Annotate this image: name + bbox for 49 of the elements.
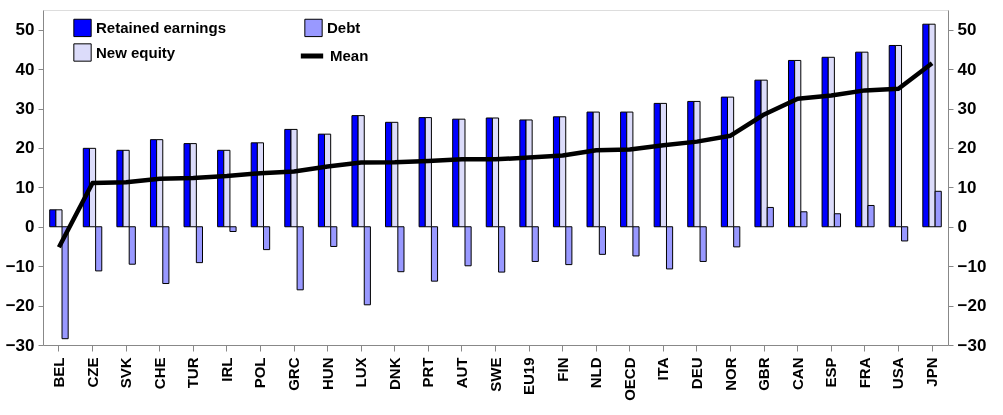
x-tick-label: NLD — [587, 357, 605, 389]
y2-tick-label: 50 — [957, 20, 977, 40]
x-tick-label: GBR — [755, 357, 773, 391]
legend-label: Retained earnings — [96, 18, 227, 36]
legend-label: Mean — [330, 47, 369, 64]
y-tick-label: 0 — [25, 217, 35, 237]
y-tick-label: −30 — [5, 335, 35, 355]
y2-tick-label: 0 — [957, 217, 967, 237]
x-tick-label: DNK — [385, 357, 403, 390]
legend-label: New equity — [96, 43, 176, 61]
x-tick-label: CAN — [788, 357, 806, 390]
y-tick-label: 20 — [15, 138, 35, 158]
x-tick-label: PRT — [419, 357, 437, 388]
x-tick-label: EU19 — [520, 357, 538, 396]
y2-tick-label: 10 — [957, 177, 977, 197]
y2-tick-label: 40 — [957, 59, 977, 79]
y2-tick-label: −20 — [957, 296, 987, 316]
x-tick-label: TUR — [184, 357, 202, 389]
x-tick-label: LUX — [352, 357, 370, 388]
x-tick-label: JPN — [923, 357, 941, 387]
y-tick-label: 10 — [15, 177, 35, 197]
legend-label: Debt — [327, 18, 361, 36]
x-tick-label: IRL — [217, 357, 235, 382]
x-tick-label: NOR — [721, 357, 739, 391]
x-tick-label: USA — [889, 357, 907, 390]
y-tick-label: 50 — [15, 20, 35, 40]
y2-tick-label: −30 — [957, 335, 987, 355]
y2-tick-label: 20 — [957, 138, 977, 158]
x-tick-label: ESP — [822, 357, 840, 388]
x-tick-label: FRA — [855, 357, 873, 389]
x-tick-label: DEU — [687, 357, 705, 390]
x-tick-label: OECD — [620, 357, 638, 401]
y-tick-label: −20 — [5, 296, 35, 316]
x-tick-label: FIN — [553, 357, 571, 382]
y-tick-label: 30 — [15, 99, 35, 119]
x-tick-label: BEL — [49, 357, 67, 388]
x-tick-label: AUT — [452, 357, 470, 389]
x-tick-label: ITA — [654, 357, 672, 381]
x-tick-label: POL — [251, 357, 269, 389]
x-tick-label: HUN — [318, 357, 336, 390]
y-tick-label: −10 — [5, 256, 35, 276]
x-tick-label: CHE — [150, 357, 168, 390]
y2-tick-label: −10 — [957, 256, 987, 276]
y-tick-label: 40 — [15, 59, 35, 79]
y2-tick-label: 30 — [957, 99, 977, 119]
x-tick-label: SWE — [486, 357, 504, 392]
x-tick-label: CZE — [83, 357, 101, 388]
x-tick-label: SVK — [117, 357, 135, 389]
x-tick-label: GRC — [285, 357, 303, 391]
